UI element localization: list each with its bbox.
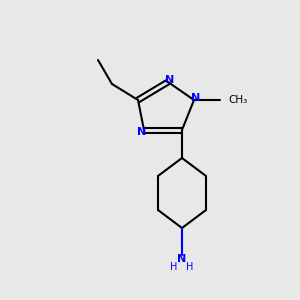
- Text: CH₃: CH₃: [228, 95, 247, 105]
- Text: N: N: [137, 127, 147, 137]
- Text: N: N: [165, 75, 175, 85]
- Text: N: N: [191, 93, 201, 103]
- Text: N: N: [177, 254, 187, 264]
- Text: H: H: [186, 262, 194, 272]
- Text: H: H: [170, 262, 178, 272]
